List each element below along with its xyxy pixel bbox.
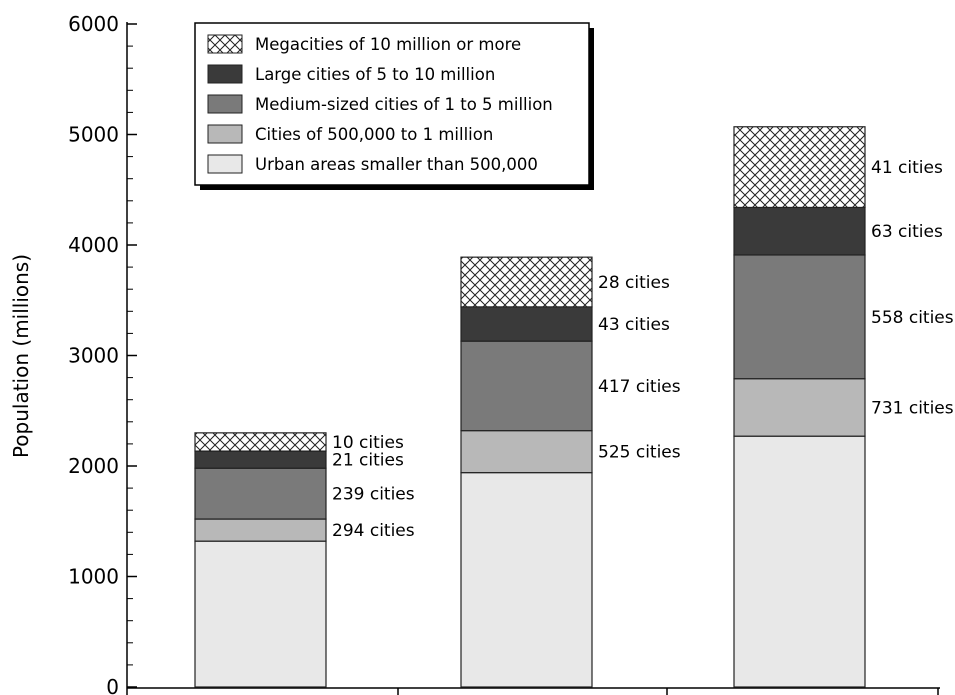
bar-0-seg-1 [194,518,327,542]
bar-2-seg-4 [733,126,866,209]
y-tick-label-3000: 3000 [68,344,119,368]
bar-2-seg-2 [733,254,866,380]
legend-label-1: Cities of 500,000 to 1 million [255,125,493,144]
bar-2-annotation-1: 558 cities [871,308,954,328]
bar-1-annotation-0: 525 cities [598,443,681,463]
bar-1-seg-0 [460,472,593,688]
bar-0-annotation-0: 294 cities [332,521,415,541]
bar-2-seg-0 [733,435,866,688]
legend-swatch-4 [207,34,243,54]
y-tick-label-5000: 5000 [68,123,119,147]
legend-swatch-3 [207,64,243,84]
bar-1-seg-3 [460,306,593,342]
legend-label-2: Medium-sized cities of 1 to 5 million [255,95,553,114]
bar-1-seg-4 [460,256,593,308]
bar-0-seg-3 [194,450,327,469]
bar-1-annotation-2: 43 cities [598,315,670,335]
bar-0-seg-0 [194,540,327,688]
legend-box [194,22,590,186]
y-tick-label-4000: 4000 [68,233,119,257]
legend-label-3: Large cities of 5 to 10 million [255,65,495,84]
legend-swatch-2 [207,94,243,114]
bar-1-annotation-3: 28 cities [598,273,670,293]
legend-label-0: Urban areas smaller than 500,000 [255,155,538,174]
bar-2-annotation-0: 731 cities [871,398,954,418]
bar-0-seg-4 [194,432,327,452]
legend-label-4: Megacities of 10 million or more [255,35,521,54]
bars [194,126,866,688]
y-tick-label-0: 0 [106,675,119,695]
bar-1-seg-1 [460,430,593,474]
y-tick-label-1000: 1000 [68,565,119,589]
y-axis-label: Population (millions) [9,254,33,458]
bar-2-annotation-3: 41 cities [871,158,943,178]
bar-0-annotation-3: 10 cities [332,433,404,453]
axes: 0 1000 2000 3000 4000 5000 6000 [68,12,940,695]
bar-1-seg-2 [460,340,593,432]
y-tick-label-6000: 6000 [68,12,119,36]
legend: Megacities of 10 million or more Large ci… [194,22,594,190]
bar-2-seg-3 [733,206,866,256]
legend-swatch-1 [207,124,243,144]
bar-1-annotation-1: 417 cities [598,377,681,397]
bar-0-annotation-2: 21 cities [332,451,404,471]
y-tick-label-2000: 2000 [68,454,119,478]
bar-0-seg-2 [194,467,327,520]
bar-2-seg-1 [733,378,866,437]
bar-2-annotation-2: 63 cities [871,222,943,242]
bar-0-annotation-1: 239 cities [332,485,415,505]
legend-swatch-0 [207,154,243,174]
